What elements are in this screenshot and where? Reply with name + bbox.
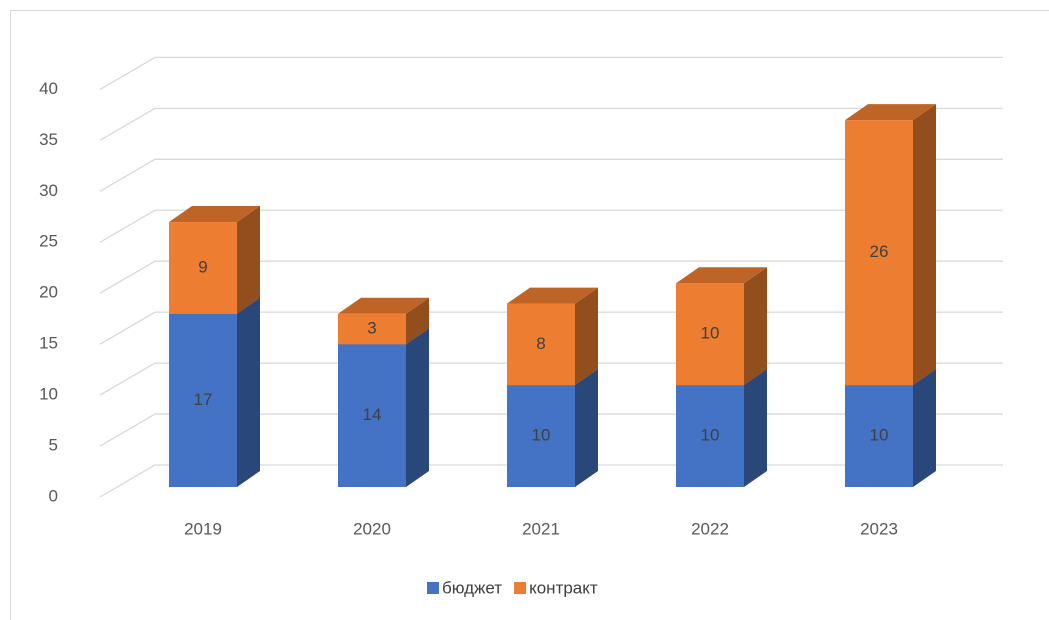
y-tick-label: 0 [49, 486, 58, 505]
bar-side [575, 369, 598, 487]
y-tick-label: 35 [39, 130, 58, 149]
bar-top [338, 297, 429, 314]
bar-front [169, 222, 237, 314]
legend-label: бюджет [442, 578, 502, 597]
data-label: 14 [363, 405, 382, 424]
data-label: 10 [701, 324, 720, 343]
legend-swatch [514, 582, 527, 594]
data-label: 26 [870, 242, 889, 261]
legend-swatch [427, 582, 439, 594]
data-label: 9 [198, 257, 207, 276]
grid-line [99, 56, 1003, 90]
y-tick-label: 30 [39, 181, 58, 200]
bar-front [676, 283, 744, 386]
x-tick-label: 2019 [184, 519, 222, 538]
bar-front [169, 313, 237, 487]
bar-front [507, 385, 575, 487]
y-tick-label: 20 [39, 283, 58, 302]
x-tick-label: 2023 [860, 519, 898, 538]
grid-line [99, 107, 1003, 141]
bar-side [913, 104, 936, 386]
bar-front [338, 313, 406, 345]
bar-front [338, 344, 406, 487]
grid-line [99, 260, 1003, 294]
bar-side [744, 267, 767, 386]
bar-side [406, 297, 429, 345]
bar-front [676, 385, 744, 487]
y-tick-label: 15 [39, 334, 58, 353]
bar-side [406, 328, 429, 487]
data-label: 3 [367, 319, 376, 338]
data-label: 10 [701, 426, 720, 445]
bar-top [507, 287, 598, 304]
bar-top [845, 104, 936, 121]
data-label: 17 [194, 390, 213, 409]
bar-side [237, 206, 260, 314]
bar-front [845, 120, 913, 386]
x-tick-label: 2020 [353, 519, 391, 538]
y-tick-label: 10 [39, 385, 58, 404]
x-tick-label: 2022 [691, 519, 729, 538]
bar-front [507, 303, 575, 386]
bar-side [744, 369, 767, 487]
legend-label: контракт [529, 578, 598, 597]
data-label: 10 [870, 426, 889, 445]
bar-side [575, 287, 598, 386]
grid-line [99, 209, 1003, 243]
y-tick-label: 25 [39, 232, 58, 251]
y-tick-label: 40 [39, 79, 58, 98]
y-tick-label: 5 [49, 436, 58, 455]
data-label: 10 [532, 426, 551, 445]
bar-front [845, 385, 913, 487]
bar-top [676, 267, 767, 284]
data-label: 8 [536, 334, 545, 353]
bar-side [913, 369, 936, 487]
bar-top [169, 206, 260, 223]
bar-side [237, 297, 260, 487]
grid-line [99, 158, 1003, 192]
x-tick-label: 2021 [522, 519, 560, 538]
chart-border [10, 10, 1049, 620]
